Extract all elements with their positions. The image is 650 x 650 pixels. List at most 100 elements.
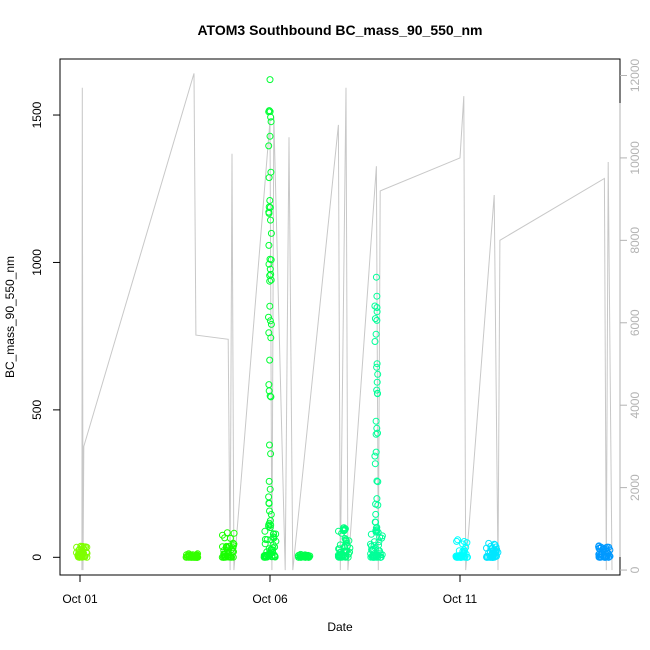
data-point xyxy=(373,316,381,324)
right-y-axis: 0 2000 4000 6000 8000 10000 12000 xyxy=(619,58,642,573)
data-point xyxy=(265,142,273,150)
data-point xyxy=(226,534,234,542)
data-point xyxy=(340,526,348,534)
data-point xyxy=(461,547,469,555)
data-point xyxy=(346,548,353,556)
data-point xyxy=(598,548,606,556)
right-y-tick-label: 8000 xyxy=(628,227,642,254)
data-point xyxy=(369,551,377,559)
data-point xyxy=(371,460,379,468)
data-point xyxy=(372,518,380,526)
y-axis: 0 500 1000 1500 xyxy=(30,101,61,561)
data-point xyxy=(301,553,309,561)
y-tick-label: 1500 xyxy=(30,101,44,128)
data-point xyxy=(269,530,277,538)
data-point xyxy=(485,553,493,561)
data-point xyxy=(595,542,603,550)
data-point xyxy=(454,536,462,544)
data-point xyxy=(265,107,273,115)
data-point xyxy=(266,76,274,84)
x-tick-label: Oct 01 xyxy=(62,592,98,606)
data-point xyxy=(230,548,237,556)
data-point xyxy=(374,478,382,486)
x-axis-label: Date xyxy=(327,620,353,634)
data-point xyxy=(605,553,613,561)
data-point xyxy=(603,549,611,557)
data-point xyxy=(77,542,85,550)
data-point xyxy=(230,540,238,548)
data-point xyxy=(265,493,273,501)
data-point xyxy=(221,553,229,561)
data-point xyxy=(80,552,88,560)
data-point xyxy=(373,424,381,432)
data-point xyxy=(267,521,275,529)
data-point xyxy=(223,529,231,537)
data-point xyxy=(373,304,381,311)
right-y-tick-label: 2000 xyxy=(628,474,642,501)
data-point xyxy=(457,553,465,561)
data-point xyxy=(266,265,274,273)
data-point xyxy=(373,526,381,534)
data-point xyxy=(261,540,269,548)
data-point xyxy=(229,553,237,561)
data-point xyxy=(373,477,381,485)
data-point xyxy=(378,551,386,559)
data-point xyxy=(372,527,380,535)
data-point xyxy=(372,544,379,552)
y-tick-label: 1000 xyxy=(30,249,44,276)
data-point xyxy=(373,292,381,300)
data-point xyxy=(183,553,190,561)
data-point xyxy=(266,317,274,325)
data-point xyxy=(372,510,380,518)
data-point xyxy=(372,273,380,281)
data-point xyxy=(267,229,275,237)
data-point xyxy=(267,320,275,328)
data-point xyxy=(266,272,274,280)
right-y-tick-label: 10000 xyxy=(628,141,642,175)
data-point xyxy=(596,553,604,561)
data-point xyxy=(265,174,273,182)
data-point xyxy=(371,315,379,323)
data-point xyxy=(334,551,342,559)
data-point xyxy=(271,553,279,560)
data-point xyxy=(225,542,233,550)
data-point xyxy=(372,330,380,338)
data-point xyxy=(266,392,274,400)
data-point xyxy=(453,537,461,545)
data-point xyxy=(265,521,273,529)
data-point xyxy=(371,338,379,345)
data-point xyxy=(261,527,269,535)
data-point xyxy=(270,534,278,542)
data-point xyxy=(267,216,274,224)
data-point xyxy=(266,441,273,449)
data-point xyxy=(262,553,270,561)
data-point xyxy=(378,532,386,540)
data-point xyxy=(455,552,463,560)
right-y-tick-label: 0 xyxy=(628,566,642,573)
data-point xyxy=(225,553,233,561)
data-point xyxy=(266,507,273,515)
data-point xyxy=(372,417,380,425)
data-point xyxy=(223,542,230,550)
data-point xyxy=(375,538,383,546)
data-point xyxy=(297,553,305,561)
data-point xyxy=(374,370,382,378)
data-point xyxy=(266,302,274,310)
data-point xyxy=(265,260,273,268)
data-point xyxy=(371,452,379,460)
data-point xyxy=(374,501,382,509)
data-point xyxy=(266,255,274,263)
data-point xyxy=(267,393,275,401)
data-point xyxy=(340,524,348,532)
right-y-tick-label: 6000 xyxy=(628,309,642,336)
y-tick-label: 0 xyxy=(30,554,44,561)
data-point xyxy=(341,547,349,555)
chart-title: ATOM3 Southbound BC_mass_90_550_nm xyxy=(197,22,482,38)
data-point xyxy=(230,529,238,537)
data-point xyxy=(267,270,275,278)
data-point xyxy=(267,118,275,126)
y-axis-label: BC_mass_90_550_nm xyxy=(3,256,17,378)
data-point xyxy=(488,553,496,561)
data-point xyxy=(229,544,237,552)
